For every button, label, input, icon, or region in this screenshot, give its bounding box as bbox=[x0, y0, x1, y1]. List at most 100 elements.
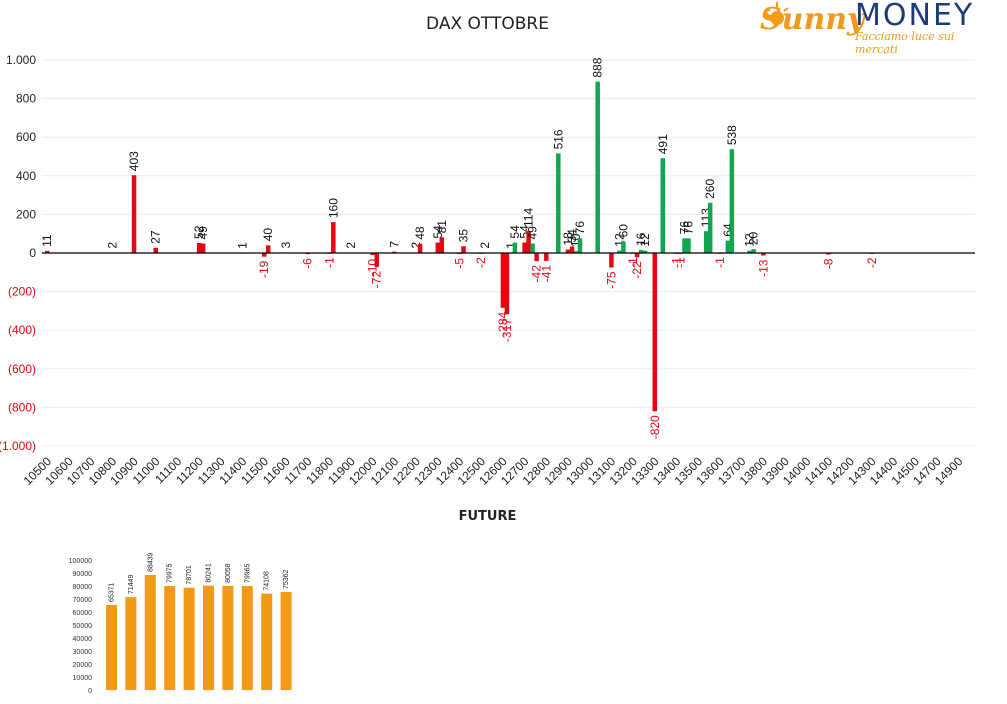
bar bbox=[265, 245, 271, 253]
brand-name-money: MONEY bbox=[855, 0, 975, 33]
bar bbox=[461, 246, 466, 253]
future-bar bbox=[164, 586, 176, 690]
data-label: 12 bbox=[743, 233, 757, 247]
future-data-label: 78701 bbox=[186, 565, 193, 585]
future-bar bbox=[222, 585, 234, 690]
bar bbox=[417, 243, 423, 253]
data-label: 888 bbox=[591, 57, 605, 77]
bar bbox=[725, 240, 731, 253]
future-data-label: 80241 bbox=[206, 563, 213, 583]
dax-bar-chart: 1.000 800 600 400 200 0 (200) (400) (600) (800) (1… bbox=[0, 53, 975, 488]
future-y-tick-label: 90000 bbox=[73, 571, 93, 578]
future-data-label: 79965 bbox=[244, 563, 251, 583]
data-label: 20 bbox=[747, 231, 761, 245]
chart-title: DAX OTTOBRE bbox=[426, 14, 549, 34]
data-label: -284 bbox=[496, 311, 510, 335]
data-label: 34 bbox=[565, 229, 579, 243]
data-label: 54 bbox=[431, 225, 445, 239]
y-tick-label: 600 bbox=[16, 130, 36, 144]
future-data-label: 88439 bbox=[147, 552, 154, 572]
bar bbox=[200, 243, 206, 253]
future-bar bbox=[125, 597, 137, 690]
data-label: 2 bbox=[478, 242, 492, 249]
bar bbox=[652, 253, 658, 412]
data-label: 1 bbox=[236, 242, 250, 249]
data-label: -820 bbox=[648, 415, 662, 439]
bar bbox=[609, 253, 614, 268]
future-y-tick-label: 20000 bbox=[73, 662, 93, 669]
bar bbox=[703, 231, 709, 253]
bar bbox=[577, 238, 583, 253]
data-label: 11 bbox=[40, 234, 54, 247]
data-label: 2 bbox=[105, 242, 119, 249]
future-chart-title: FUTURE bbox=[458, 509, 517, 524]
data-label: -41 bbox=[539, 265, 553, 283]
data-label: 52 bbox=[192, 225, 206, 239]
data-label: -1 bbox=[669, 257, 683, 268]
bar bbox=[826, 253, 831, 255]
data-label: 516 bbox=[551, 129, 565, 149]
data-label: 54 bbox=[508, 225, 522, 239]
bar bbox=[682, 238, 687, 253]
future-bar bbox=[261, 593, 273, 690]
y-tick-label: (400) bbox=[8, 323, 36, 337]
data-label: 35 bbox=[457, 229, 471, 243]
data-label: 76 bbox=[681, 221, 695, 235]
data-label: 49 bbox=[196, 226, 210, 240]
future-data-label: 71449 bbox=[128, 575, 135, 595]
bar bbox=[544, 253, 549, 261]
data-label: 403 bbox=[127, 151, 141, 171]
future-y-tick-label: 0 bbox=[88, 688, 92, 695]
data-label: 18 bbox=[561, 232, 575, 246]
future-y-tick-label: 80000 bbox=[73, 584, 93, 591]
data-label: 60 bbox=[616, 224, 630, 238]
data-label: 160 bbox=[326, 198, 340, 218]
bar bbox=[530, 243, 535, 253]
y-tick-label: 1.000 bbox=[6, 53, 36, 67]
bar bbox=[526, 230, 531, 253]
data-label: 81 bbox=[435, 220, 449, 234]
future-y-tick-label: 60000 bbox=[73, 610, 93, 617]
bar bbox=[565, 249, 571, 253]
data-label: -19 bbox=[257, 260, 271, 278]
future-bar bbox=[106, 605, 117, 690]
bar bbox=[196, 242, 202, 253]
data-label: 260 bbox=[703, 178, 717, 198]
y-tick-label: 800 bbox=[16, 92, 36, 106]
data-label: 538 bbox=[725, 125, 739, 145]
sun-icon bbox=[765, 2, 789, 25]
future-y-tick-label: 10000 bbox=[73, 675, 93, 682]
data-label: -317 bbox=[500, 318, 514, 342]
bar bbox=[522, 242, 527, 253]
brand-name-sunny: Sunny bbox=[760, 2, 865, 37]
bar bbox=[621, 241, 626, 253]
data-label: 27 bbox=[149, 230, 163, 244]
bar bbox=[392, 251, 397, 253]
data-label: -13 bbox=[756, 259, 770, 277]
future-bar bbox=[203, 585, 214, 690]
future-y-tick-label: 100000 bbox=[69, 558, 92, 565]
bar bbox=[573, 251, 579, 253]
future-data-label: 79975 bbox=[167, 563, 174, 583]
data-label: 40 bbox=[261, 228, 275, 242]
bar bbox=[638, 249, 644, 253]
data-label: -1 bbox=[673, 257, 687, 268]
bar bbox=[595, 81, 600, 253]
future-bar bbox=[144, 575, 156, 690]
data-label: -2 bbox=[474, 257, 488, 268]
data-label: -6 bbox=[301, 258, 315, 269]
data-label: -72 bbox=[370, 271, 384, 289]
data-label: -8 bbox=[821, 258, 835, 269]
future-bar bbox=[280, 592, 292, 690]
data-label: -75 bbox=[604, 271, 618, 289]
data-label: 7 bbox=[387, 241, 401, 248]
bar bbox=[45, 250, 50, 253]
data-label: -2 bbox=[865, 257, 879, 268]
bar bbox=[642, 250, 648, 253]
data-label: 1 bbox=[504, 242, 518, 249]
bar bbox=[761, 253, 766, 256]
data-label: -1 bbox=[322, 257, 336, 268]
data-label: 16 bbox=[634, 232, 648, 246]
data-label: 114 bbox=[522, 208, 536, 227]
future-bar bbox=[183, 587, 195, 690]
